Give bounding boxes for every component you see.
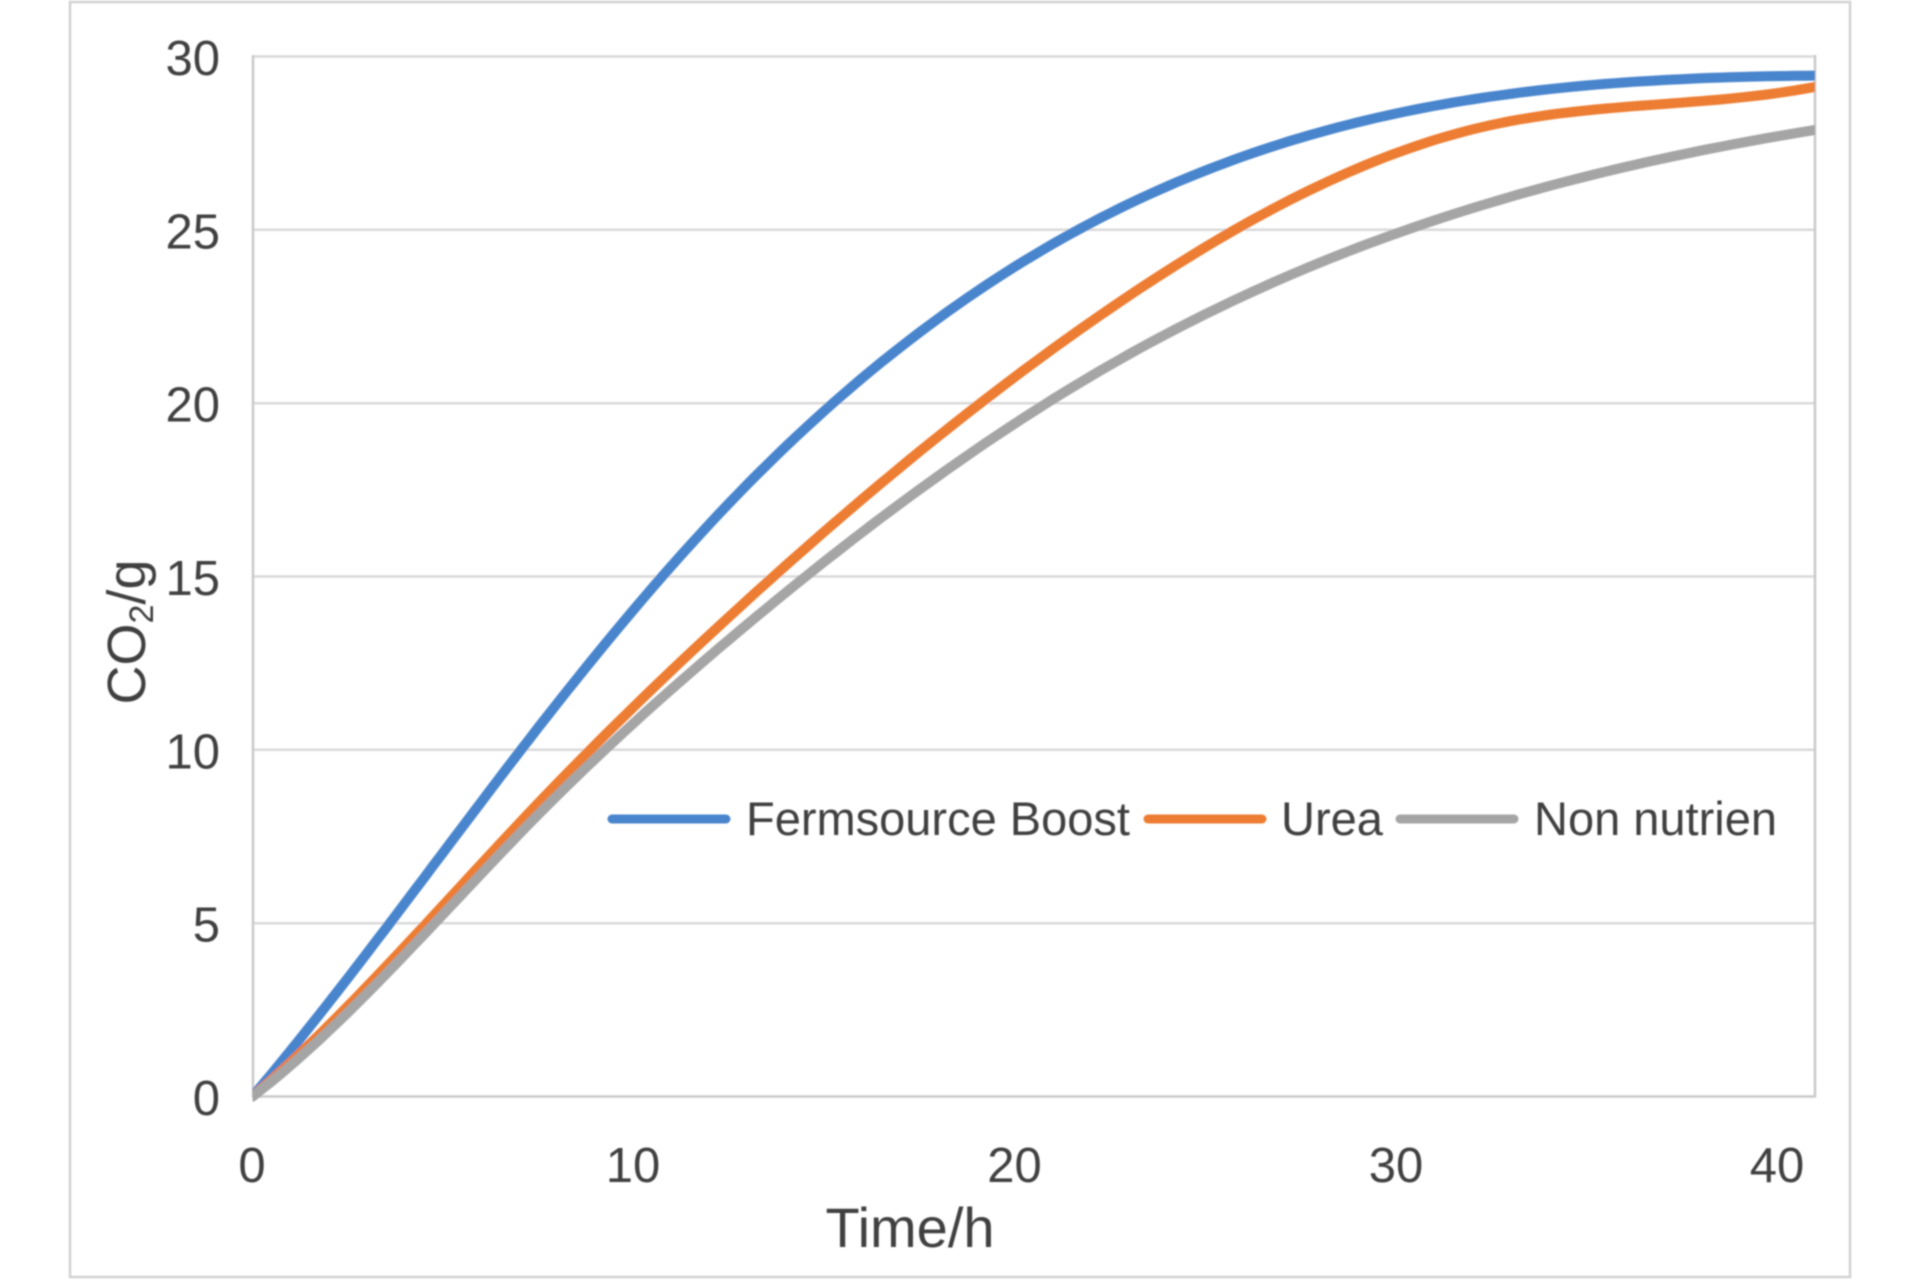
svg-text:5: 5 bbox=[193, 899, 220, 953]
svg-text:20: 20 bbox=[165, 379, 220, 433]
svg-text:CO2/g: CO2/g bbox=[97, 560, 161, 705]
svg-text:25: 25 bbox=[165, 205, 220, 259]
svg-text:0: 0 bbox=[193, 1072, 220, 1126]
svg-text:Time/h: Time/h bbox=[825, 1196, 994, 1259]
svg-text:20: 20 bbox=[987, 1139, 1042, 1193]
svg-text:0: 0 bbox=[238, 1139, 265, 1193]
svg-text:10: 10 bbox=[165, 725, 220, 779]
svg-text:30: 30 bbox=[1369, 1139, 1424, 1193]
svg-text:Non nutrien: Non nutrien bbox=[1534, 792, 1777, 845]
svg-text:30: 30 bbox=[165, 32, 220, 86]
svg-text:10: 10 bbox=[606, 1139, 661, 1193]
svg-text:40: 40 bbox=[1750, 1139, 1805, 1193]
svg-text:Urea: Urea bbox=[1281, 792, 1384, 845]
svg-text:15: 15 bbox=[165, 552, 220, 606]
svg-text:Fermsource Boost: Fermsource Boost bbox=[746, 792, 1130, 845]
